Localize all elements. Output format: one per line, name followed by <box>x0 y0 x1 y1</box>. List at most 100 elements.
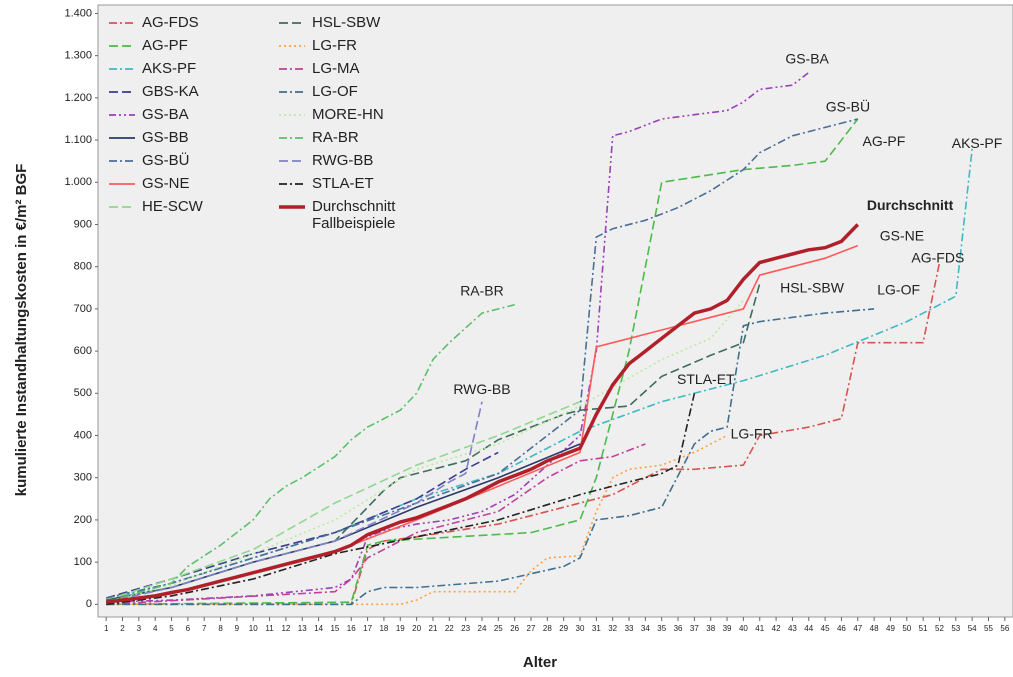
legend: AG-FDS AG-PF AKS-PF GBS-KA GS-BA GS-BB GS-BÜ GS… <box>108 14 448 232</box>
legend-entry: GS-BÜ <box>108 152 278 175</box>
series-line <box>106 401 483 603</box>
series-line <box>106 443 646 606</box>
x-tick-label: 45 <box>821 624 830 633</box>
x-tick-label: 56 <box>1000 624 1009 633</box>
y-tick-label: 100 <box>74 556 92 568</box>
y-tick-label: 800 <box>74 261 92 273</box>
x-tick-label: 36 <box>674 624 683 633</box>
legend-swatch <box>109 68 135 70</box>
annotation: HSL-SBW <box>780 279 845 295</box>
x-tick-label: 21 <box>429 624 438 633</box>
legend-swatch <box>109 22 135 24</box>
legend-entry: HE-SCW <box>108 198 278 221</box>
legend-swatch <box>279 91 305 93</box>
legend-label: HE-SCW <box>142 198 203 215</box>
annotation: AKS-PF <box>952 135 1003 151</box>
y-axis-label: kumulierte Instandhaltungskosten in €/m²… <box>13 164 30 497</box>
x-tick-label: 15 <box>330 624 339 633</box>
x-tick-label: 46 <box>837 624 846 633</box>
legend-swatch <box>109 137 135 139</box>
legend-label: GS-BA <box>142 106 189 123</box>
y-tick-label: 1.400 <box>64 7 92 19</box>
legend-entry: GBS-KA <box>108 83 278 106</box>
annotation: STLA-ET <box>677 371 735 387</box>
x-tick-label: 17 <box>363 624 372 633</box>
x-tick-label: 48 <box>870 624 879 633</box>
legend-entry: STLA-ET <box>278 175 448 198</box>
x-tick-label: 29 <box>559 624 568 633</box>
legend-label: GS-BB <box>142 129 189 146</box>
legend-label: LG-OF <box>312 83 358 100</box>
x-tick-label: 8 <box>218 624 223 633</box>
series-line <box>105 223 860 604</box>
x-tick-label: 37 <box>690 624 699 633</box>
series-line <box>106 434 728 606</box>
series-line <box>105 400 581 601</box>
x-tick-label: 33 <box>625 624 634 633</box>
annotation: RWG-BB <box>453 381 510 397</box>
legend-label: LG-MA <box>312 60 360 77</box>
y-tick-label: 300 <box>74 472 92 484</box>
legend-entry: AKS-PF <box>108 60 278 83</box>
x-tick-label: 54 <box>968 624 977 633</box>
legend-entry: RA-BR <box>278 129 448 152</box>
legend-entry: GS-NE <box>108 175 278 198</box>
legend-swatch <box>279 22 305 24</box>
x-tick-label: 28 <box>543 624 552 633</box>
x-tick-label: 12 <box>281 624 290 633</box>
x-tick-label: 5 <box>169 624 174 633</box>
annotation: GS-BÜ <box>826 98 870 115</box>
x-tick-label: 11 <box>265 624 274 633</box>
x-tick-label: 13 <box>298 624 307 633</box>
x-tick-label: 19 <box>396 624 405 633</box>
series-group <box>105 71 973 606</box>
legend-swatch <box>279 160 305 162</box>
x-tick-label: 23 <box>461 624 470 633</box>
x-tick-label: 47 <box>853 624 862 633</box>
annotation: GS-BA <box>785 51 829 67</box>
y-tick-label: 200 <box>74 514 92 526</box>
legend-label: GS-BÜ <box>142 152 190 169</box>
annotation: LG-OF <box>877 281 920 297</box>
legend-label: RWG-BB <box>312 152 374 169</box>
x-tick-label: 18 <box>379 624 388 633</box>
series-line <box>105 303 515 603</box>
y-tick-label: 1.200 <box>64 92 92 104</box>
x-tick-label: 26 <box>510 624 519 633</box>
x-tick-label: 49 <box>886 624 895 633</box>
series-line <box>106 118 858 599</box>
x-tick-label: 41 <box>755 624 764 633</box>
legend-swatch <box>279 137 305 139</box>
x-tick-label: 44 <box>804 624 813 633</box>
series-line <box>106 118 859 606</box>
x-tick-label: 38 <box>706 624 715 633</box>
legend-swatch <box>279 183 305 185</box>
x-tick-label: 30 <box>576 624 585 633</box>
legend-label: HSL-SBW <box>312 14 381 31</box>
legend-label: AKS-PF <box>142 60 197 77</box>
legend-label: AG-PF <box>142 37 188 54</box>
x-tick-label: 39 <box>723 624 732 633</box>
x-tick-label: 53 <box>951 624 960 633</box>
series-line <box>106 393 696 606</box>
y-tick-label: 600 <box>74 345 92 357</box>
series-line <box>106 308 875 606</box>
x-tick-label: 34 <box>641 624 650 633</box>
legend-entry: AG-PF <box>108 37 278 60</box>
y-tick-label: 400 <box>74 429 92 441</box>
annotation: AG-PF <box>863 133 906 149</box>
x-tick-label: 3 <box>137 624 142 633</box>
legend-swatch <box>109 206 135 208</box>
legend-entry: LG-FR <box>278 37 448 60</box>
annotation: LG-FR <box>731 425 773 441</box>
x-tick-label: 20 <box>412 624 421 633</box>
legend-label: AG-FDS <box>142 14 199 31</box>
x-tick-label: 32 <box>608 624 617 633</box>
legend-entry: LG-MA <box>278 60 448 83</box>
x-tick-label: 14 <box>314 624 323 633</box>
x-tick-label: 2 <box>120 624 125 633</box>
x-tick-label: 35 <box>657 624 666 633</box>
x-tick-label: 24 <box>478 624 487 633</box>
